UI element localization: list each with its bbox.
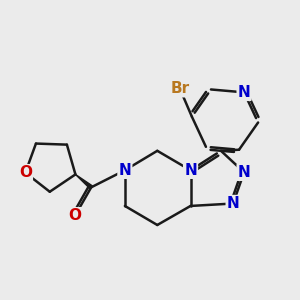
Text: O: O	[68, 208, 82, 223]
Text: N: N	[238, 85, 250, 100]
Text: Br: Br	[170, 81, 190, 96]
Text: N: N	[238, 165, 250, 180]
Text: N: N	[184, 163, 197, 178]
Text: N: N	[118, 163, 131, 178]
Polygon shape	[75, 174, 92, 189]
Text: N: N	[227, 196, 239, 211]
Text: O: O	[19, 165, 32, 180]
